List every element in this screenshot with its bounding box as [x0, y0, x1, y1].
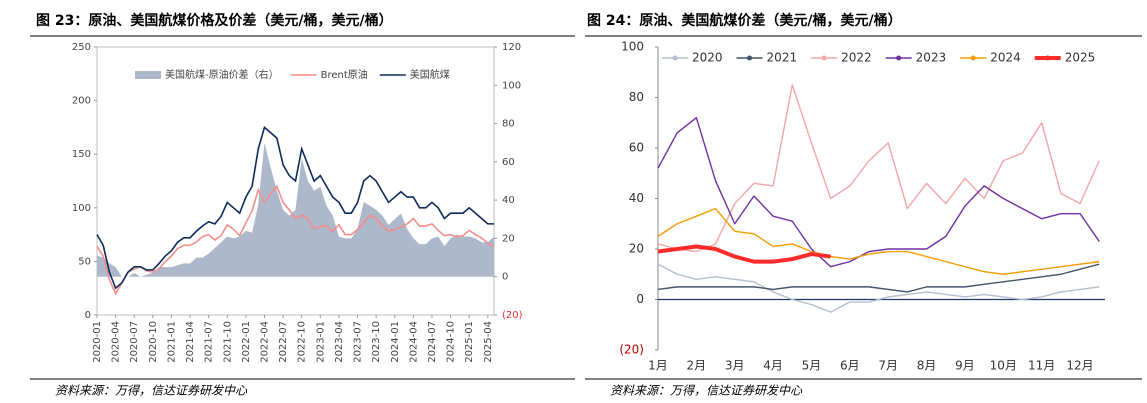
x-tick-label: 2021-01	[166, 321, 177, 363]
x-tick-label: 1月	[648, 359, 668, 373]
legend-label: Brent原油	[321, 68, 368, 81]
legend-swatch	[135, 71, 161, 79]
legend-label: 美国航煤	[410, 68, 450, 81]
x-tick-label: 11月	[1028, 359, 1055, 373]
legend-label: 2024	[990, 51, 1021, 65]
x-tick-label: 2023-04	[334, 321, 345, 363]
y-tick-label: (20)	[619, 343, 644, 357]
legend-dot	[1045, 55, 1051, 61]
y-tick-label: 250	[72, 42, 91, 53]
y-tick-label: 100	[621, 40, 644, 54]
legend-label: 2021	[767, 51, 798, 65]
legend-label: 美国航煤-原油价差（右）	[165, 68, 279, 81]
series-line	[657, 263, 1100, 313]
legend-dot	[821, 55, 827, 61]
chart-title: 图 23：原油、美国航煤价格及价差（美元/桶，美元/桶）	[36, 12, 393, 29]
x-tick-label: 2022-07	[278, 321, 289, 363]
x-tick-label: 2021-04	[185, 321, 196, 363]
series-line	[96, 125, 494, 290]
x-tick-label: 2024-10	[446, 321, 457, 363]
x-tick-label: 2020-07	[129, 321, 140, 363]
x-tick-label: 2023-10	[371, 321, 382, 363]
series-line	[96, 184, 495, 296]
x-tick-label: 2024-04	[408, 321, 419, 363]
x-tick-label: 2022-04	[259, 321, 270, 363]
spread-area	[97, 142, 494, 277]
y2-tick-label: 80	[502, 119, 515, 130]
y-tick-label: 150	[72, 149, 91, 160]
x-tick-label: 2021-07	[204, 321, 215, 363]
x-tick-label: 2020-01	[92, 321, 103, 363]
x-tick-label: 2024-01	[390, 321, 401, 363]
x-tick-label: 9月	[955, 359, 975, 373]
legend-dot	[747, 55, 753, 61]
y2-tick-label: 100	[502, 80, 521, 91]
y-tick-label: 200	[72, 96, 91, 107]
y2-tick-label: 20	[502, 233, 515, 244]
x-tick-label: 2023-01	[315, 321, 326, 363]
x-tick-label: 2021-10	[222, 321, 233, 363]
x-tick-label: 2020-04	[111, 321, 122, 363]
y-tick-label: 80	[629, 90, 644, 104]
legend-label: 2023	[916, 51, 947, 65]
x-tick-label: 2月	[687, 359, 707, 373]
x-tick-label: 3月	[725, 359, 745, 373]
series-line	[657, 117, 1100, 268]
series-line	[657, 244, 831, 264]
source: 资料来源：万得，信达证券研发中心	[55, 384, 248, 398]
y-tick-label: 0	[85, 310, 91, 321]
x-tick-label: 2022-10	[297, 321, 308, 363]
legend-label: 2025	[1065, 51, 1096, 65]
legend-dot	[672, 55, 678, 61]
x-tick-label: 12月	[1066, 359, 1093, 373]
x-tick-label: 2024-07	[427, 321, 438, 363]
y-tick-label: 20	[629, 242, 644, 256]
legend-label: 2022	[841, 51, 872, 65]
y2-tick-label: 40	[502, 195, 515, 206]
series-line	[657, 207, 1100, 275]
y2-tick-label: (20)	[502, 310, 523, 321]
plot-frame	[96, 46, 495, 316]
x-tick-label: 2020-10	[148, 321, 159, 363]
y-tick-label: 40	[629, 191, 644, 205]
y2-tick-label: 120	[502, 42, 521, 53]
x-tick-label: 5月	[802, 359, 822, 373]
chart-title: 图 24：原油、美国航煤价差（美元/桶，美元/桶）	[587, 12, 902, 29]
x-tick-label: 2025-04	[483, 321, 494, 363]
series-line	[657, 84, 1100, 253]
y-tick-label: 60	[629, 141, 644, 155]
x-tick-label: 10月	[990, 359, 1017, 373]
y-tick-label: 100	[72, 203, 91, 214]
x-tick-label: 6月	[840, 359, 860, 373]
y-tick-label: 50	[78, 256, 91, 267]
series-line	[657, 263, 1100, 293]
x-tick-label: 2025-01	[464, 321, 475, 363]
x-tick-label: 7月	[878, 359, 898, 373]
source: 资料来源：万得，信达证券研发中心	[610, 384, 803, 398]
x-tick-label: 2022-01	[241, 321, 252, 363]
y-tick-label: 0	[636, 292, 644, 306]
legend-dot	[896, 55, 902, 61]
legend-dot	[970, 55, 976, 61]
legend-label: 2020	[692, 51, 723, 65]
x-tick-label: 8月	[917, 359, 937, 373]
x-tick-label: 2023-07	[353, 321, 364, 363]
y2-tick-label: 0	[502, 272, 508, 283]
y2-tick-label: 60	[502, 157, 515, 168]
x-tick-label: 4月	[763, 359, 783, 373]
